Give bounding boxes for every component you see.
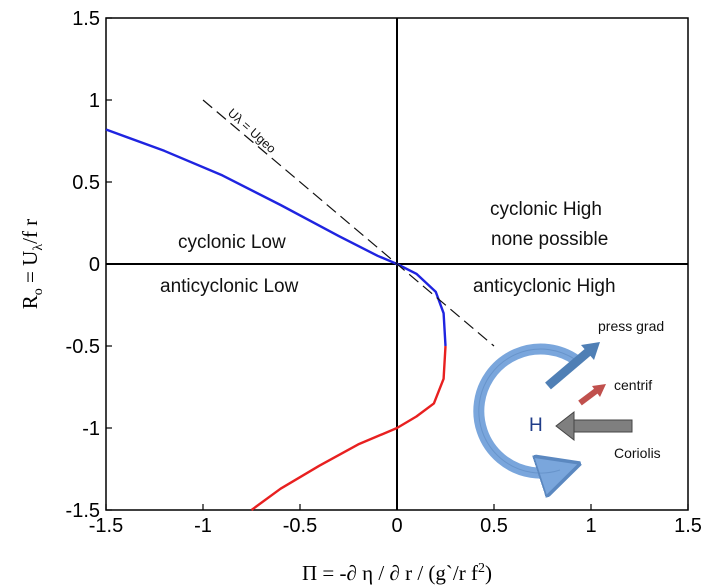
x-axis-label: Π = -∂ η / ∂ r / (g`/r f2) xyxy=(302,561,492,585)
y-tick-label: -1 xyxy=(82,418,100,440)
label-coriolis: Coriolis xyxy=(614,445,661,461)
series-line-red xyxy=(250,345,447,511)
label-cyclonic-low: cyclonic Low xyxy=(178,232,286,253)
y-tick-label: -0.5 xyxy=(66,336,100,358)
y-tick-label: -1.5 xyxy=(66,500,100,522)
press-grad-arrow xyxy=(545,342,600,390)
label-anticyclonic-low: anticyclonic Low xyxy=(160,276,299,297)
x-tick-label: 0.5 xyxy=(480,515,508,537)
y-tick-label: 0.5 xyxy=(72,172,100,194)
label-cyclonic-high: cyclonic High xyxy=(490,199,602,220)
ring-inner-edge xyxy=(478,348,577,474)
center-label-h: H xyxy=(529,415,543,436)
rotation-ring xyxy=(473,343,576,473)
x-tick-label: -1 xyxy=(194,515,212,537)
x-tick-label: 0 xyxy=(391,515,402,537)
tick-marks xyxy=(105,17,689,511)
x-tick-label: 1 xyxy=(585,515,596,537)
series-line-geostrophic xyxy=(202,99,495,347)
x-tick-label: -0.5 xyxy=(283,515,317,537)
y-axis-label: Ro = Uλ/f r xyxy=(18,219,46,309)
x-tick-label: -1.5 xyxy=(89,515,123,537)
label-centrif: centrif xyxy=(614,377,652,393)
y-tick-label: 0 xyxy=(89,254,100,276)
series-group xyxy=(105,99,495,511)
tick-labels: -1.5 -1 -0.5 0 0.5 1 1.5 1.5 1 0.5 0 -0.5 -1 -1.5 xyxy=(66,8,702,537)
label-press-grad: press grad xyxy=(598,318,664,334)
x-tick-label: 1.5 xyxy=(674,515,702,537)
force-diagram: H press grad centrif Coriolis xyxy=(473,318,664,474)
dashed-line-label: Uλ = Ugeo xyxy=(225,106,279,156)
y-tick-label: 1 xyxy=(89,90,100,112)
label-anticyclonic-high: anticyclonic High xyxy=(473,276,616,297)
coriolis-arrow xyxy=(555,410,633,442)
y-tick-label: 1.5 xyxy=(72,8,100,30)
label-none-possible: none possible xyxy=(491,229,608,250)
centrif-arrow xyxy=(578,384,606,406)
